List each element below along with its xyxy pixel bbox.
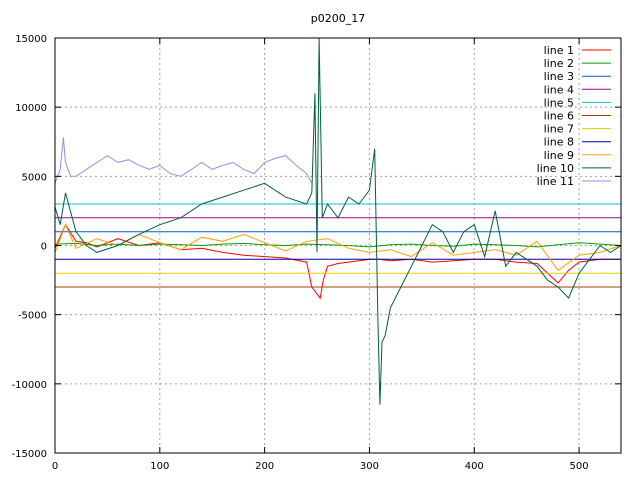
series-line-2: [54, 242, 622, 248]
series-line-10: [54, 37, 622, 405]
x-tick-label: 500: [570, 461, 589, 472]
legend-label: line 5: [544, 96, 574, 109]
legend-label: line 6: [544, 110, 574, 123]
x-tick-label: 200: [255, 461, 274, 472]
y-tick-label: 5000: [22, 172, 47, 183]
y-tick-label: 15000: [15, 34, 47, 45]
y-tick-label: 0: [41, 242, 47, 253]
legend-label: line 3: [544, 70, 574, 83]
x-tick-label: 400: [465, 461, 484, 472]
legend-label: line 2: [544, 57, 574, 70]
x-tick-label: 100: [150, 461, 169, 472]
legend-label: line 4: [544, 83, 574, 96]
grid: [55, 38, 621, 453]
legend-label: line 10: [537, 162, 574, 175]
legend-label: line 1: [544, 44, 574, 57]
y-tick-label: 10000: [15, 103, 47, 114]
axis-ticks: -15000 -10000 -5000 0 5000 10000 15000 0 100 200 3…: [12, 34, 621, 472]
series-line-11: [54, 137, 313, 184]
legend-label: line 11: [537, 175, 574, 188]
x-tick-label: 300: [360, 461, 379, 472]
chart-title: p0200_17: [311, 12, 365, 25]
y-tick-label: -10000: [12, 380, 47, 391]
legend-label: line 9: [544, 149, 574, 162]
x-tick-label: 0: [52, 461, 58, 472]
plot-area: [54, 37, 622, 405]
legend-label: line 8: [544, 136, 574, 149]
y-tick-label: -15000: [12, 449, 47, 460]
y-tick-label: -5000: [18, 311, 47, 322]
legend-label: line 7: [544, 123, 574, 136]
